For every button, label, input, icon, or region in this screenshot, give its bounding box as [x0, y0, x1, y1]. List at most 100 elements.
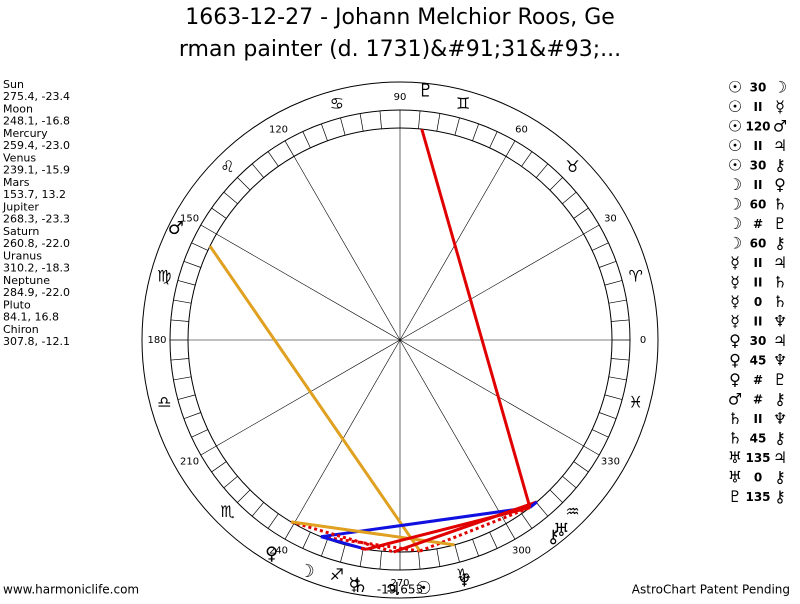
spoke [399, 233, 584, 341]
zodiac-sign: ♎ [157, 393, 171, 412]
aspect-type: 135 [745, 451, 770, 465]
aspect-glyph: ⚷ [774, 487, 786, 506]
zodiac-sign: ♑ [456, 565, 470, 584]
ring-tick [251, 502, 264, 517]
aspect-type: # [753, 217, 763, 231]
aspect-type: 135 [745, 490, 770, 504]
aspect-type: 60 [750, 198, 767, 212]
ring-tick [177, 394, 196, 400]
aspect-type: II [754, 412, 763, 426]
aspect-glyph: ♆ [773, 351, 787, 370]
ring-tick [284, 140, 295, 157]
ring-tick [454, 117, 460, 136]
ring-tick [237, 177, 251, 191]
zodiac-sign: ♉ [565, 157, 579, 176]
ring-tick [173, 299, 192, 304]
zodiac-sign: ♏ [220, 502, 234, 521]
aspect-glyph: ☽ [773, 78, 787, 97]
aspect-glyph: ♅ [728, 448, 742, 467]
title-line: 1663-12-27 - Johann Melchior Roos, Ge [185, 5, 615, 30]
spoke [216, 233, 401, 341]
degree-label: 60 [515, 125, 528, 136]
aspect-line [320, 506, 531, 539]
aspect-glyph: ☿ [730, 292, 740, 311]
aspect-glyph: ♃ [773, 136, 787, 155]
zodiac-sign: ♒ [565, 502, 579, 521]
aspect-glyph: ☿ [730, 312, 740, 331]
aspect-line [208, 245, 422, 552]
planet-glyph: ♇ [418, 80, 434, 101]
ring-tick [549, 489, 563, 503]
ring-tick [604, 394, 623, 400]
aspect-glyph: ♄ [728, 409, 742, 428]
planet-glyph: ♄ [352, 576, 368, 597]
aspect-type: II [754, 178, 763, 192]
aspect-glyph: ⚷ [774, 429, 786, 448]
zodiac-sign: ♐ [330, 565, 344, 584]
ring-tick [183, 412, 201, 419]
planet-position: 307.8, -12.1 [3, 335, 70, 348]
aspect-glyph: ☿ [730, 273, 740, 292]
spoke [399, 339, 507, 524]
ring-tick [436, 548, 441, 567]
aspect-glyph: ♄ [773, 292, 787, 311]
ring-tick [418, 551, 421, 570]
aspect-glyph: ♄ [773, 195, 787, 214]
ring-tick [521, 151, 533, 167]
degree-label: 180 [147, 335, 166, 346]
aspect-line [360, 546, 367, 551]
ring-tick [489, 531, 498, 549]
title-line: rman painter (d. 1731)&#91;31&#93;... [179, 37, 621, 62]
planet-name: Sun [3, 78, 24, 91]
zodiac-sign: ♈ [629, 266, 643, 285]
ring-tick [379, 110, 382, 129]
ring-tick [251, 163, 264, 178]
ring-tick [505, 523, 516, 540]
planet-glyph: ♀ [265, 544, 278, 565]
aspect-glyph: ♇ [773, 214, 787, 233]
planet-glyph: ♃ [385, 579, 401, 600]
aspect-glyph: ♂ [773, 117, 787, 136]
ring-tick [170, 358, 189, 361]
planet-position: 268.3, -23.3 [3, 213, 70, 226]
ring-tick [321, 539, 328, 557]
aspect-glyph: ⚷ [774, 234, 786, 253]
aspect-type: II [754, 276, 763, 290]
aspect-type: 30 [750, 334, 767, 348]
planet-position: 259.4, -23.0 [3, 139, 70, 152]
ring-tick [267, 151, 279, 167]
ring-ticks [170, 110, 630, 570]
aspect-type: # [753, 373, 763, 387]
ring-tick [359, 113, 364, 132]
aspect-glyph: ⚷ [774, 390, 786, 409]
aspect-type: 30 [750, 159, 767, 173]
aspect-type: II [754, 139, 763, 153]
planet-position: 153.7, 13.2 [3, 188, 66, 201]
ring-tick [573, 207, 589, 219]
aspect-glyph: ♇ [728, 487, 742, 506]
planet-glyph: ⚷ [547, 527, 560, 548]
ring-tick [284, 523, 295, 540]
ring-tick [191, 242, 209, 251]
ring-tick [591, 242, 609, 251]
ring-tick [200, 224, 217, 235]
ring-tick [521, 513, 533, 529]
ring-tick [359, 548, 364, 567]
ring-tick [191, 429, 209, 438]
aspect-type: 0 [754, 471, 762, 485]
ring-tick [536, 502, 549, 517]
ring-tick [211, 461, 227, 473]
ring-tick [505, 140, 516, 157]
planet-name: Mars [3, 176, 30, 189]
aspect-glyph: ☉ [728, 78, 742, 97]
ring-tick [170, 319, 189, 322]
ring-tick [583, 445, 600, 456]
ring-tick [436, 113, 441, 132]
degree-label: 240 [269, 545, 288, 556]
aspect-glyph: ♆ [773, 312, 787, 331]
degree-label: 30 [604, 214, 617, 225]
ring-tick [177, 280, 196, 286]
planet-position: 260.8, -22.0 [3, 237, 70, 250]
